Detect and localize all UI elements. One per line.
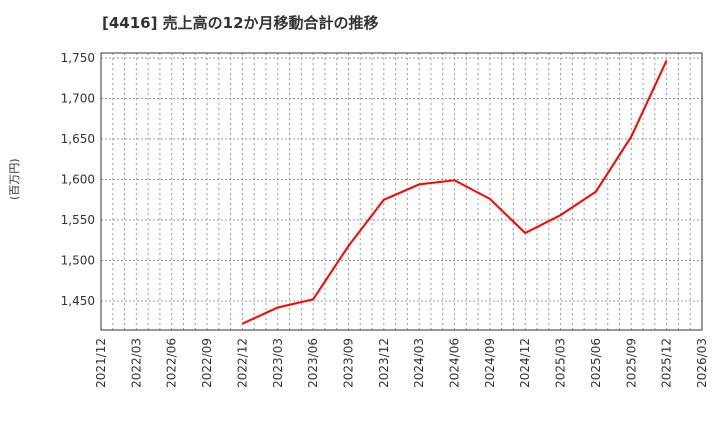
x-tick-label: 2022/12 xyxy=(235,338,249,388)
x-tick-label: 2023/09 xyxy=(341,338,355,388)
x-tick-label: 2025/09 xyxy=(624,338,638,388)
x-tick-label: 2022/09 xyxy=(200,338,214,388)
x-axis-ticks: 2021/12 2022/03 2022/06 2022/09 2022/12 2023/… xyxy=(94,338,709,388)
x-tick-label: 2024/12 xyxy=(518,338,532,388)
y-axis-ticks: 1,450 1,500 1,550 1,600 1,650 1,700 1,750 xyxy=(61,51,95,308)
grid-lines xyxy=(101,53,702,330)
chart-title: [4416] 売上高の12か月移動合計の推移 xyxy=(102,14,379,32)
y-tick-label: 1,750 xyxy=(61,51,95,65)
x-tick-label: 2025/03 xyxy=(554,338,568,388)
x-tick-label: 2025/12 xyxy=(660,338,674,388)
x-tick-label: 2024/06 xyxy=(448,338,462,388)
data-line xyxy=(241,59,668,325)
x-tick-label: 2025/06 xyxy=(589,338,603,388)
x-tick-label: 2022/06 xyxy=(165,338,179,388)
y-tick-label: 1,500 xyxy=(61,254,95,268)
x-tick-label: 2022/03 xyxy=(129,338,143,388)
x-tick-label: 2021/12 xyxy=(94,338,108,388)
x-tick-label: 2024/03 xyxy=(412,338,426,388)
y-tick-label: 1,550 xyxy=(61,213,95,227)
x-tick-label: 2026/03 xyxy=(695,338,709,388)
x-tick-label: 2024/09 xyxy=(483,338,497,388)
y-tick-label: 1,650 xyxy=(61,132,95,146)
y-tick-label: 1,600 xyxy=(61,173,95,187)
x-tick-label: 2023/06 xyxy=(306,338,320,388)
plot-frame xyxy=(100,52,703,331)
x-tick-label: 2023/03 xyxy=(271,338,285,388)
y-tick-label: 1,450 xyxy=(61,294,95,308)
y-tick-label: 1,700 xyxy=(61,92,95,106)
x-tick-label: 2023/12 xyxy=(377,338,391,388)
